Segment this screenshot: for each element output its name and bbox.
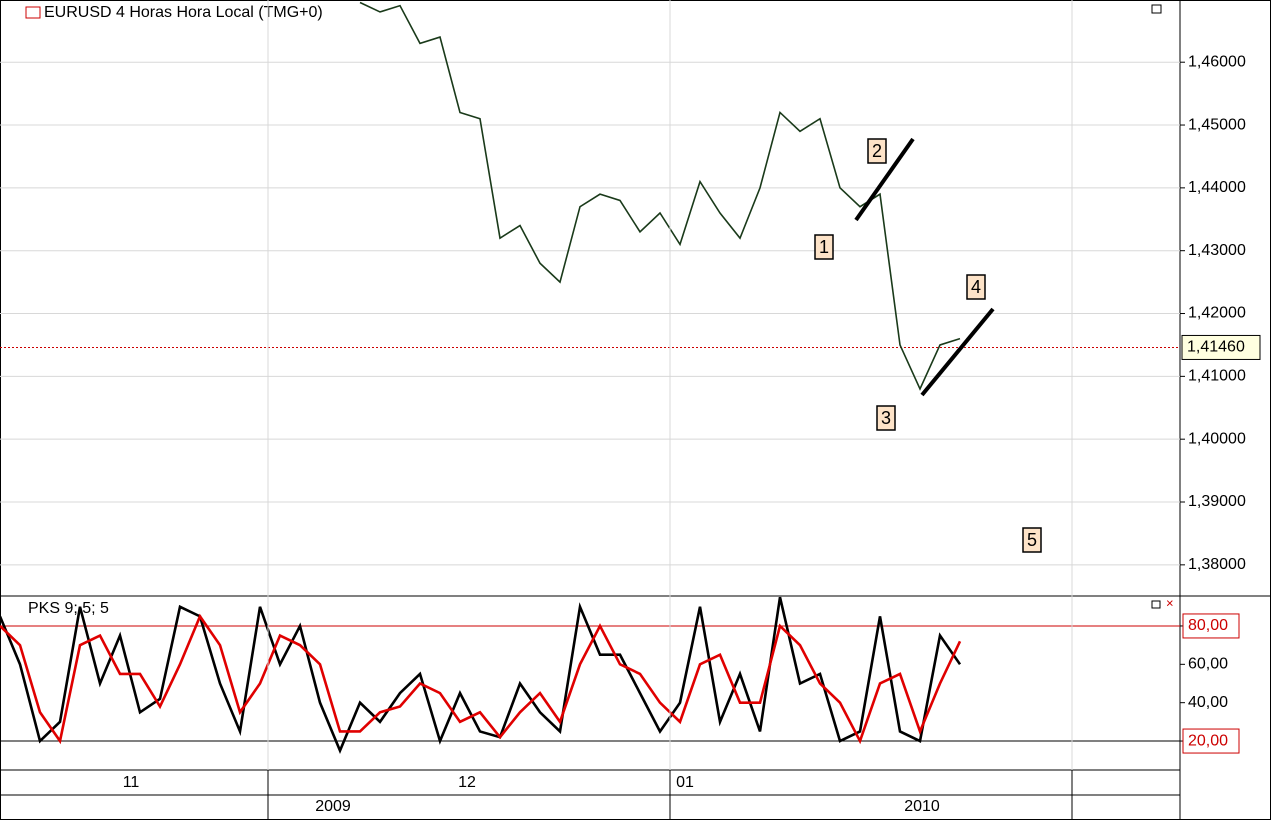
fx-icon	[25, 6, 41, 19]
series-line	[359, 1, 961, 391]
level-label-box	[1182, 613, 1240, 639]
wave-label: 4	[971, 277, 981, 297]
annotations: 1 2 3 4 5	[814, 137, 1042, 553]
y-tick-label: 60,00	[1188, 656, 1228, 673]
year-label: 2009	[315, 798, 351, 815]
y-tick-label: 20,00	[1188, 732, 1228, 749]
level-label-box	[1182, 728, 1240, 754]
wave-box	[876, 405, 896, 431]
y-tick-label: 1,41000	[1188, 368, 1246, 385]
wave-label: 1	[819, 237, 829, 257]
series-line	[0, 596, 962, 755]
x-tick-label: 01	[676, 774, 694, 791]
y-tick-label: 1,39000	[1188, 493, 1246, 510]
current-price-box	[1181, 334, 1261, 360]
trend-line	[854, 137, 915, 222]
y-tick-label: 80,00	[1188, 617, 1228, 634]
series-line	[0, 613, 962, 745]
wave-label: 2	[872, 141, 882, 161]
wave-box	[1022, 527, 1042, 553]
indicator-title: PKS 9; 5; 5	[28, 600, 109, 617]
wave-label: 3	[881, 408, 891, 428]
y-tick-label: 1,43000	[1188, 242, 1246, 259]
y-tick-label: 1,38000	[1188, 556, 1246, 573]
close-button[interactable]: ×	[1166, 595, 1174, 610]
y-tick-label: 1,46000	[1188, 53, 1246, 70]
chart-title: EURUSD 4 Horas Hora Local (TMG+0)	[44, 4, 323, 21]
wave-box	[966, 274, 986, 300]
window-button[interactable]	[1151, 600, 1161, 609]
wave-box	[867, 138, 887, 164]
price-panel: 1,38000 1,39000 1,40000 1,41000 1,42000 1,430…	[0, 1, 1261, 573]
year-label: 2010	[904, 798, 940, 815]
y-tick-label: 1,42000	[1188, 305, 1246, 322]
wave-box	[814, 234, 834, 260]
wave-label: 5	[1027, 530, 1037, 550]
y-tick-label: 1,44000	[1188, 179, 1246, 196]
trend-line	[920, 307, 995, 397]
x-tick-label: 11	[123, 774, 140, 791]
window-button[interactable]	[1151, 4, 1162, 14]
x-tick-label: 12	[458, 774, 476, 791]
current-price-label: 1,41460	[1187, 339, 1245, 356]
y-tick-label: 1,45000	[1188, 116, 1246, 133]
y-tick-label: 1,40000	[1188, 430, 1246, 447]
oscillator-panel: 20,00 40,00 60,00 80,00	[0, 596, 1240, 755]
y-tick-label: 40,00	[1188, 694, 1228, 711]
